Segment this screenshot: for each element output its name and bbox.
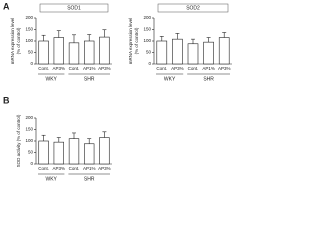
- group-label: WKY: [46, 176, 58, 182]
- x-tick-label: Cont.: [188, 66, 199, 71]
- y-tick-label: 0: [30, 161, 33, 166]
- y-tick-label: 50: [28, 150, 34, 155]
- bar: [68, 138, 80, 165]
- x-tick-label: Cont.: [69, 66, 80, 71]
- bar: [38, 40, 49, 65]
- bar: [84, 143, 95, 165]
- y-tick-label: 0: [30, 61, 33, 66]
- group-label: WKY: [46, 76, 58, 82]
- group-label: SHR: [84, 76, 95, 82]
- x-tick-label: AP3%: [53, 66, 66, 71]
- x-tick-label: AP1%: [83, 66, 96, 71]
- y-tick-label: 150: [25, 127, 33, 132]
- y-axis-label: (% of control): [16, 27, 21, 54]
- y-axis-label: mRNA expression level: [128, 18, 133, 65]
- bar: [172, 38, 183, 65]
- chart-title: SOD2: [186, 5, 200, 11]
- bar: [99, 137, 110, 165]
- bar: [203, 41, 214, 65]
- x-tick-label: AP1%: [83, 166, 96, 171]
- group-label: WKY: [164, 76, 176, 82]
- bar: [53, 37, 64, 65]
- y-axis-label: (% of control): [134, 27, 139, 54]
- panel-letter: B: [3, 95, 10, 105]
- y-tick-label: 50: [146, 50, 152, 55]
- bar: [218, 37, 230, 65]
- title-box: [157, 3, 229, 13]
- chart-title: SOD1: [67, 5, 81, 11]
- y-tick-label: 150: [143, 27, 151, 32]
- y-tick-label: 150: [25, 27, 33, 32]
- y-axis-label: mRNA expression level: [10, 18, 15, 65]
- bar: [99, 36, 110, 65]
- x-tick-label: AP3%: [171, 66, 184, 71]
- bar: [38, 140, 49, 165]
- y-tick-label: 200: [143, 15, 151, 20]
- y-tick-label: 100: [25, 138, 33, 143]
- panel-letter: A: [3, 1, 10, 11]
- bar: [68, 42, 80, 65]
- y-tick-label: 0: [148, 61, 151, 66]
- bar: [84, 40, 95, 65]
- y-tick-label: 50: [28, 50, 34, 55]
- bar: [156, 40, 168, 65]
- x-tick-label: Cont.: [38, 66, 49, 71]
- bar: [53, 141, 64, 165]
- group-label: SHR: [203, 76, 214, 82]
- x-tick-label: Cont.: [69, 166, 80, 171]
- x-tick-label: Cont.: [156, 66, 167, 71]
- x-tick-label: AP3%: [53, 166, 66, 171]
- x-tick-label: AP3%: [98, 66, 111, 71]
- y-tick-label: 200: [25, 15, 33, 20]
- y-tick-label: 200: [25, 115, 33, 120]
- title-box: [39, 3, 109, 13]
- y-axis-label: SOD activity (% of control): [16, 114, 21, 167]
- y-tick-label: 100: [143, 38, 151, 43]
- x-tick-label: AP3%: [218, 66, 231, 71]
- x-tick-label: AP3%: [98, 166, 111, 171]
- bar: [187, 43, 199, 65]
- group-label: SHR: [84, 176, 95, 182]
- y-tick-label: 100: [25, 38, 33, 43]
- page: A B SOD1 mRNA expression level (% of contr…: [3, 1, 232, 183]
- x-tick-label: Cont.: [38, 166, 49, 171]
- x-tick-label: AP1%: [202, 66, 215, 71]
